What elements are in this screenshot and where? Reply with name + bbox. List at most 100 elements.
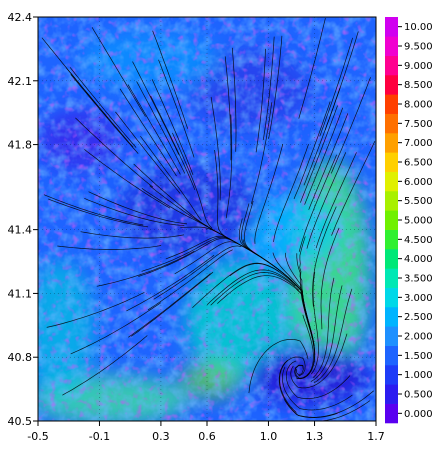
x-tick-label: -0.1 (89, 430, 110, 443)
y-axis: 40.5 40.8 41.1 41.4 41.8 42.1 42.4 (8, 11, 38, 428)
x-tick-label: 1.7 (367, 430, 385, 443)
streamline (217, 275, 304, 304)
streamline (136, 81, 186, 174)
streamline (250, 102, 273, 205)
y-tick-label: 42.4 (8, 11, 33, 24)
streamline (298, 154, 337, 252)
colorbar-tick-label: 6.000 (404, 177, 433, 188)
streamlines (41, 18, 376, 421)
colorbar-swatch (385, 94, 398, 114)
streamline (262, 36, 275, 141)
colorbar-swatch (385, 326, 398, 346)
streamline (119, 88, 177, 177)
streamline (304, 107, 344, 205)
streamline (229, 263, 306, 312)
colorbar-swatch (385, 210, 398, 230)
x-tick-label: 0.6 (198, 430, 216, 443)
streamline (284, 390, 374, 418)
streamline (69, 67, 137, 148)
streamline (70, 302, 162, 355)
colorbar-tick-label: 2.000 (404, 332, 433, 343)
x-tick-label: -0.5 (27, 430, 48, 443)
streamline (300, 105, 338, 203)
streamline (312, 206, 337, 307)
streamline (322, 400, 371, 421)
y-tick-label: 42.1 (8, 75, 33, 88)
streamline (140, 135, 202, 221)
streamline (290, 333, 348, 389)
streamline (84, 149, 171, 209)
streamline (248, 338, 309, 394)
streamline (180, 226, 275, 267)
streamline (210, 272, 300, 306)
streamline (57, 245, 161, 250)
streamline (312, 277, 335, 378)
y-tick-label: 41.1 (8, 287, 33, 300)
x-tick-label: 1.3 (306, 430, 324, 443)
colorbar-swatch (385, 307, 398, 327)
colorbar-tick-label: 3.500 (404, 274, 433, 285)
y-tick-label: 41.4 (8, 224, 33, 237)
streamline (331, 140, 376, 236)
colorbar-swatch (385, 152, 398, 172)
streamline (133, 163, 214, 231)
streamline (319, 37, 353, 137)
streamline (273, 143, 309, 242)
streamline (315, 152, 357, 249)
colorbar-swatch (385, 75, 398, 95)
colorbar-swatch (385, 365, 398, 385)
y-tick-label: 41.8 (8, 139, 33, 152)
streamline (308, 113, 349, 210)
streamline (158, 59, 195, 158)
colorbar-swatch (385, 113, 398, 134)
streamline (127, 84, 181, 175)
streamline (43, 194, 144, 226)
streamline (293, 101, 331, 200)
colorbar-tick-label: 9.500 (404, 42, 433, 53)
streamline (75, 117, 154, 188)
streamline (224, 56, 232, 161)
x-tick-label: 1.0 (260, 430, 278, 443)
streamline (330, 77, 371, 174)
colorbar-tick-label: 2.500 (404, 312, 433, 323)
streamline (141, 236, 238, 272)
colorbar-swatch (385, 384, 398, 404)
streamline (80, 231, 185, 239)
colorbar-tick-label: 4.000 (404, 254, 433, 265)
colorbar-tick-label: 5.500 (404, 196, 433, 207)
colorbar-tick-label: 0.500 (404, 390, 433, 401)
colorbar-swatch (385, 268, 398, 288)
streamline (65, 67, 134, 148)
colorbar-tick-label: 8.500 (404, 80, 433, 91)
streamline (48, 198, 149, 228)
streamline (70, 74, 139, 154)
streamline (153, 245, 242, 300)
colorbar-tick-label: 4.500 (404, 235, 433, 246)
colorbar-swatch (385, 55, 398, 76)
streamline (88, 191, 188, 225)
streamline (126, 254, 215, 312)
plot-area (38, 17, 376, 421)
colorbar-tick-label: 6.500 (404, 158, 433, 169)
colorbar-tick-label: 7.500 (404, 119, 433, 130)
streamline (310, 272, 319, 375)
streamline (128, 273, 211, 338)
x-axis: -0.5 -0.1 0.3 0.6 1.0 1.3 1.7 (27, 421, 385, 443)
streamline (310, 285, 343, 382)
colorbar-swatch (385, 287, 398, 308)
streamline (151, 79, 194, 176)
colorbar-tick-label: 1.500 (404, 351, 433, 362)
colorbar-swatch (385, 133, 398, 153)
streamline (279, 356, 306, 413)
streamline (254, 143, 284, 244)
streamline (225, 114, 233, 219)
colorbar-swatch (385, 36, 398, 56)
colorbar-swatch (385, 191, 398, 211)
colorbar-swatch (385, 249, 398, 269)
colorbar-swatch (385, 171, 398, 192)
x-tick-label: 0.3 (152, 430, 170, 443)
streamline (192, 262, 280, 308)
streamline (313, 288, 353, 384)
streamline (320, 227, 340, 330)
